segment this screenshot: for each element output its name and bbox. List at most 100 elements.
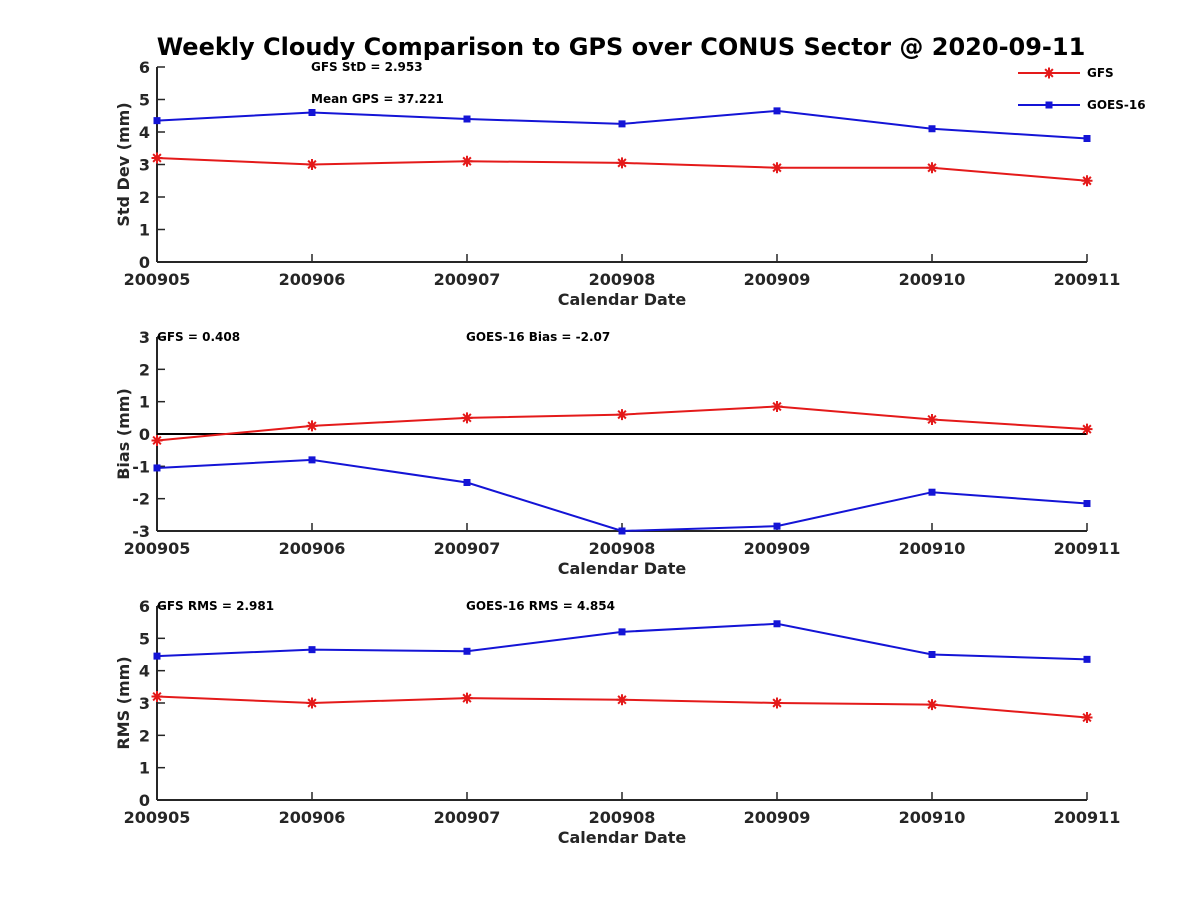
y-axis-label: Bias (mm) — [114, 388, 133, 480]
data-point — [153, 117, 161, 125]
y-tick-label: 2 — [139, 360, 150, 379]
data-point — [151, 691, 163, 703]
legend-marker — [1045, 101, 1053, 109]
data-point — [308, 456, 316, 464]
annotation: GOES-16 Bias = -2.07 — [466, 330, 610, 344]
data-point — [928, 651, 936, 658]
data-point — [151, 152, 163, 164]
y-tick-label: 6 — [139, 58, 150, 77]
series-gfs — [151, 691, 1093, 724]
annotation: Mean GPS = 37.221 — [311, 92, 444, 106]
data-point — [773, 107, 781, 115]
data-point — [926, 413, 938, 425]
y-tick-label: 1 — [139, 759, 150, 778]
data-point — [308, 646, 316, 654]
x-tick-label: 200909 — [744, 539, 811, 558]
data-point — [1081, 712, 1093, 724]
legend-label: GOES-16 — [1087, 98, 1146, 112]
chart-title: Weekly Cloudy Comparison to GPS over CON… — [157, 33, 1086, 61]
series-goes-16 — [153, 456, 1091, 535]
data-point — [463, 115, 471, 123]
data-point — [773, 620, 781, 628]
data-point — [463, 647, 471, 655]
x-axis-label: Calendar Date — [558, 290, 687, 309]
chart-panels: 0 1 2 3 4 5 6 200905 200906 200907 200908 200909 200… — [114, 58, 1120, 847]
chart-panel-3: 0 1 2 3 4 5 6 200905 200906 200907 200908 200909 200… — [114, 597, 1120, 847]
annotation: GOES-16 RMS = 4.854 — [466, 599, 615, 613]
series-gfs — [151, 152, 1093, 187]
x-tick-label: 200907 — [434, 808, 501, 827]
x-axis-label: Calendar Date — [558, 559, 687, 578]
data-point — [1083, 135, 1091, 142]
series-goes-16 — [153, 620, 1091, 663]
x-tick-label: 200908 — [589, 808, 656, 827]
x-tick-label: 200908 — [589, 539, 656, 558]
data-point — [461, 412, 473, 424]
data-point — [618, 527, 626, 535]
chart-panel-2: -3 -2 -1 0 1 2 3 200905 200906 200907 200908 200909… — [114, 328, 1120, 578]
x-tick-label: 200906 — [279, 270, 346, 289]
y-tick-label: 5 — [139, 91, 150, 110]
data-point — [1083, 655, 1091, 663]
data-point — [771, 401, 783, 413]
x-tick-label: 200906 — [279, 808, 346, 827]
chart-panel-1: 0 1 2 3 4 5 6 200905 200906 200907 200908 200909 200… — [114, 58, 1120, 309]
y-tick-label: 2 — [139, 726, 150, 745]
legend-label: GFS — [1087, 66, 1114, 80]
y-tick-label: -2 — [132, 490, 150, 509]
y-tick-label: 3 — [139, 328, 150, 347]
y-tick-label: 4 — [139, 123, 150, 142]
data-point — [306, 420, 318, 432]
data-point — [308, 109, 316, 116]
data-point — [926, 162, 938, 174]
data-point — [153, 464, 161, 472]
data-point — [926, 699, 938, 711]
x-tick-label: 200907 — [434, 270, 501, 289]
y-tick-label: 4 — [139, 662, 150, 681]
series-gfs — [151, 401, 1093, 446]
data-point — [1081, 423, 1093, 435]
x-tick-label: 200910 — [899, 270, 966, 289]
data-point — [306, 697, 318, 709]
data-point — [618, 120, 626, 128]
data-point — [153, 652, 161, 660]
x-tick-label: 200909 — [744, 270, 811, 289]
data-point — [773, 522, 781, 530]
x-tick-label: 200911 — [1054, 539, 1121, 558]
data-point — [461, 692, 473, 704]
data-point — [151, 434, 163, 446]
annotation: GFS RMS = 2.981 — [157, 599, 274, 613]
legend-entry-gfs: GFS — [1018, 66, 1114, 80]
x-tick-label: 200909 — [744, 808, 811, 827]
data-point — [461, 155, 473, 167]
data-point — [616, 157, 628, 169]
x-tick-label: 200910 — [899, 539, 966, 558]
x-tick-label: 200908 — [589, 270, 656, 289]
annotation: GFS StD = 2.953 — [311, 60, 423, 74]
data-point — [1081, 175, 1093, 187]
data-point — [928, 125, 936, 133]
x-tick-label: 200911 — [1054, 808, 1121, 827]
y-tick-label: 3 — [139, 694, 150, 713]
x-axis-label: Calendar Date — [558, 828, 687, 847]
y-tick-label: 1 — [139, 221, 150, 240]
legend-entry-goes-16: GOES-16 — [1018, 98, 1146, 112]
annotation: GFS = 0.408 — [157, 330, 240, 344]
x-tick-label: 200905 — [124, 270, 191, 289]
data-point — [306, 159, 318, 170]
data-point — [928, 488, 936, 496]
y-axis-label: RMS (mm) — [114, 656, 133, 749]
y-tick-label: 2 — [139, 188, 150, 207]
y-tick-label: -1 — [132, 457, 150, 476]
data-point — [616, 694, 628, 706]
data-point — [1083, 500, 1091, 508]
y-tick-label: -3 — [132, 522, 150, 541]
y-tick-label: 6 — [139, 597, 150, 616]
x-tick-label: 200907 — [434, 539, 501, 558]
y-axis-label: Std Dev (mm) — [114, 102, 133, 226]
y-tick-label: 3 — [139, 156, 150, 175]
legend: GFS GOES-16 — [1018, 66, 1146, 112]
data-point — [616, 409, 628, 421]
y-tick-label: 0 — [139, 425, 150, 444]
x-tick-label: 200910 — [899, 808, 966, 827]
